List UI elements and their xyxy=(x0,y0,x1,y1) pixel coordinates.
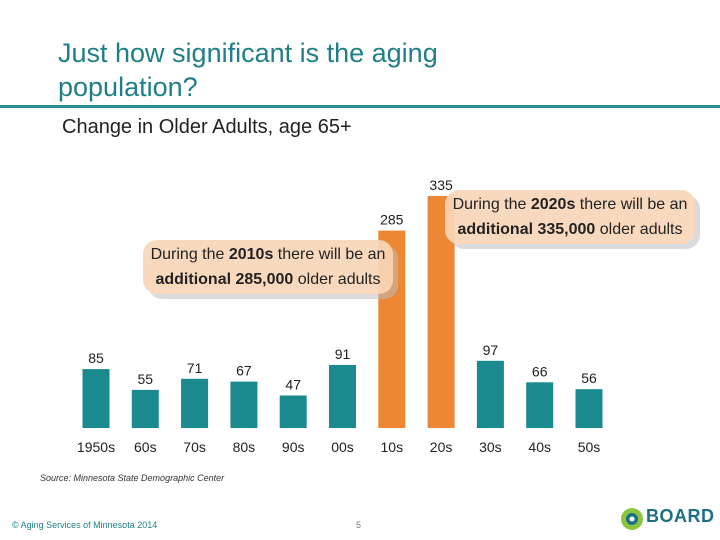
value-label-30s: 97 xyxy=(483,342,499,358)
bar-60s xyxy=(131,389,159,428)
category-label-10s: 10s xyxy=(381,439,404,455)
page-number: 5 xyxy=(356,520,362,530)
logo-text: BOARD xyxy=(646,506,715,526)
category-label-60s: 60s xyxy=(134,439,157,455)
category-label-20s: 20s xyxy=(430,439,453,455)
category-label-00s: 00s xyxy=(331,439,354,455)
bar-30s xyxy=(476,360,504,428)
category-label-30s: 30s xyxy=(479,439,502,455)
page-title: Just how significant is the aging popula… xyxy=(58,38,438,102)
value-label-70s: 71 xyxy=(187,360,203,376)
value-label-80s: 67 xyxy=(236,363,252,379)
category-label-90s: 90s xyxy=(282,439,305,455)
logo-icon xyxy=(621,508,643,530)
bar-50s xyxy=(575,389,603,428)
callout-2020s: During the 2020s there will be an additi… xyxy=(445,190,695,244)
category-label-1950s: 1950s xyxy=(77,439,115,455)
category-label-40s: 40s xyxy=(528,439,551,455)
value-label-10s: 285 xyxy=(380,212,404,228)
category-label-70s: 70s xyxy=(183,439,206,455)
bar-70s xyxy=(181,378,209,428)
value-label-50s: 56 xyxy=(581,370,597,386)
value-label-20s: 335 xyxy=(429,177,453,193)
bar-80s xyxy=(230,381,258,428)
value-label-90s: 47 xyxy=(285,377,301,393)
bar-1950s xyxy=(82,369,110,428)
bar-90s xyxy=(279,395,307,428)
value-label-60s: 55 xyxy=(138,371,154,387)
category-label-50s: 50s xyxy=(578,439,601,455)
chart-subtitle: Change in Older Adults, age 65+ xyxy=(62,116,352,138)
board-logo: BOARD xyxy=(620,506,714,534)
bar-40s xyxy=(526,382,554,428)
value-label-00s: 91 xyxy=(335,346,351,362)
value-label-40s: 66 xyxy=(532,363,548,379)
source-note: Source: Minnesota State Demographic Cent… xyxy=(40,473,225,483)
bar-00s xyxy=(329,365,356,428)
copyright-note: © Aging Services of Minnesota 2014 xyxy=(12,520,158,530)
callout-2010s: During the 2010s there will be an additi… xyxy=(143,240,393,294)
value-label-1950s: 85 xyxy=(88,350,104,366)
title-divider xyxy=(0,105,720,108)
category-label-80s: 80s xyxy=(233,439,256,455)
